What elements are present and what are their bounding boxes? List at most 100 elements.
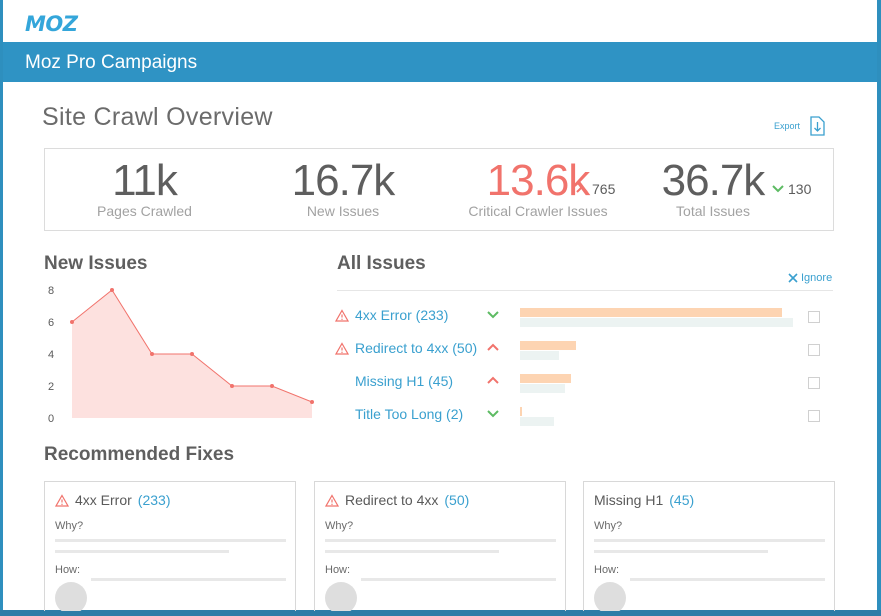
fix-name: Missing H1 xyxy=(594,492,664,508)
avatar xyxy=(55,582,87,611)
current-count-bar xyxy=(520,308,782,317)
frame-left-border xyxy=(0,0,3,616)
recommended-fix-card[interactable]: Missing H1 (45) Why? How: xyxy=(583,481,835,611)
recommended-fix-card[interactable]: Redirect to 4xx (50) Why? How: xyxy=(314,481,566,611)
fix-title: 4xx Error (233) xyxy=(55,492,170,508)
placeholder-line xyxy=(55,550,229,553)
data-point xyxy=(190,352,194,356)
trend-up-icon xyxy=(576,185,588,193)
current-count-bar xyxy=(520,341,577,350)
ignore-checkbox[interactable] xyxy=(808,311,820,323)
total-delta: 130 xyxy=(771,181,811,197)
placeholder-line xyxy=(325,550,499,553)
app-title: Moz Pro Campaigns xyxy=(25,52,198,73)
y-tick-label: 2 xyxy=(48,381,54,393)
app-header: Moz Pro Campaigns xyxy=(3,42,877,82)
data-point xyxy=(270,384,274,388)
new-issues-chart: 0 2 4 6 8 xyxy=(48,285,314,423)
placeholder-line xyxy=(55,539,286,542)
issue-row[interactable]: Redirect to 4xx (50) xyxy=(335,338,825,364)
how-label: How: xyxy=(55,564,81,576)
data-point xyxy=(230,384,234,388)
y-tick-label: 4 xyxy=(48,349,54,361)
fix-count[interactable]: (233) xyxy=(137,492,171,508)
export-icon xyxy=(810,116,825,136)
ignore-checkbox[interactable] xyxy=(808,344,820,356)
frame-bottom-border xyxy=(0,610,881,616)
stat-label: New Issues xyxy=(306,203,380,219)
fix-count[interactable]: (45) xyxy=(669,492,695,508)
fix-name: 4xx Error xyxy=(75,492,132,508)
placeholder-line xyxy=(594,550,768,553)
stat-value: 13.6k xyxy=(486,156,591,205)
placeholder-line xyxy=(630,578,825,581)
avatar xyxy=(594,582,626,611)
issue-label[interactable]: Redirect to 4xx (50) xyxy=(355,340,478,356)
stat-value: 36.7k xyxy=(661,156,766,205)
y-tick-label: 6 xyxy=(48,317,54,329)
ignore-label: Ignore xyxy=(801,272,833,284)
warning-icon xyxy=(335,342,349,355)
recommended-fixes-title: Recommended Fixes xyxy=(44,444,235,465)
issue-label[interactable]: 4xx Error (233) xyxy=(355,307,449,323)
ignore-button[interactable]: Ignore xyxy=(788,272,832,284)
stat-label: Critical Crawler Issues xyxy=(468,203,608,219)
ignore-checkbox[interactable] xyxy=(808,410,820,422)
export-label: Export xyxy=(774,121,801,131)
stat-value: 16.7k xyxy=(291,156,396,205)
ignore-checkbox[interactable] xyxy=(808,377,820,389)
warning-icon xyxy=(325,493,339,507)
moz-logo[interactable]: MOZ xyxy=(25,12,78,36)
stat-critical-issues: 13.6k Critical Crawler Issues xyxy=(463,155,613,219)
warning-icon xyxy=(335,309,349,322)
fix-count[interactable]: (50) xyxy=(444,492,470,508)
delta-value: 765 xyxy=(592,181,616,197)
why-label: Why? xyxy=(55,520,84,532)
stat-label: Pages Crawled xyxy=(97,203,192,219)
how-label: How: xyxy=(325,564,351,576)
y-tick-label: 0 xyxy=(48,413,54,423)
trend-up-icon xyxy=(487,343,499,351)
previous-count-bar xyxy=(520,384,565,393)
all-issues-title: All Issues xyxy=(337,253,426,274)
placeholder-line xyxy=(91,578,286,581)
why-label: Why? xyxy=(325,520,354,532)
stat-new-issues: 16.7k New Issues xyxy=(283,155,403,219)
stat-label: Total Issues xyxy=(676,203,750,219)
y-tick-label: 8 xyxy=(48,285,54,297)
trend-up-icon xyxy=(487,376,499,384)
stats-panel: 11k Pages Crawled 16.7k New Issues 13.6k… xyxy=(44,148,834,231)
data-point xyxy=(310,400,314,404)
stat-total-issues: 36.7k Total Issues xyxy=(653,155,773,219)
data-point xyxy=(70,320,74,324)
warning-icon xyxy=(55,493,69,507)
critical-delta: 765 xyxy=(575,181,615,197)
issue-row[interactable]: Missing H1 (45) xyxy=(335,371,825,397)
issue-row[interactable]: Title Too Long (2) xyxy=(335,404,825,430)
placeholder-line xyxy=(325,539,556,542)
issue-label[interactable]: Title Too Long (2) xyxy=(355,406,464,422)
previous-count-bar xyxy=(520,318,794,327)
fix-title: Missing H1 (45) xyxy=(594,492,694,508)
trend-down-icon xyxy=(487,311,499,319)
current-count-bar xyxy=(520,374,571,383)
placeholder-line xyxy=(594,539,825,542)
recommended-fix-card[interactable]: 4xx Error (233) Why? How: xyxy=(44,481,296,611)
issue-label[interactable]: Missing H1 (45) xyxy=(355,373,454,389)
placeholder-line xyxy=(361,578,556,581)
export-button[interactable]: Export xyxy=(774,116,826,136)
why-label: Why? xyxy=(594,520,623,532)
fix-name: Redirect to 4xx xyxy=(345,492,439,508)
page-title: Site Crawl Overview xyxy=(42,103,273,131)
previous-count-bar xyxy=(520,351,560,360)
stat-pages-crawled: 11k Pages Crawled xyxy=(87,155,202,219)
current-count-bar xyxy=(520,407,523,416)
close-icon xyxy=(788,273,798,283)
data-point xyxy=(110,288,114,292)
trend-down-icon xyxy=(487,410,499,418)
divider xyxy=(337,290,833,291)
data-point xyxy=(150,352,154,356)
frame-right-border xyxy=(877,0,881,616)
issue-row[interactable]: 4xx Error (233) xyxy=(335,305,825,331)
previous-count-bar xyxy=(520,417,554,426)
